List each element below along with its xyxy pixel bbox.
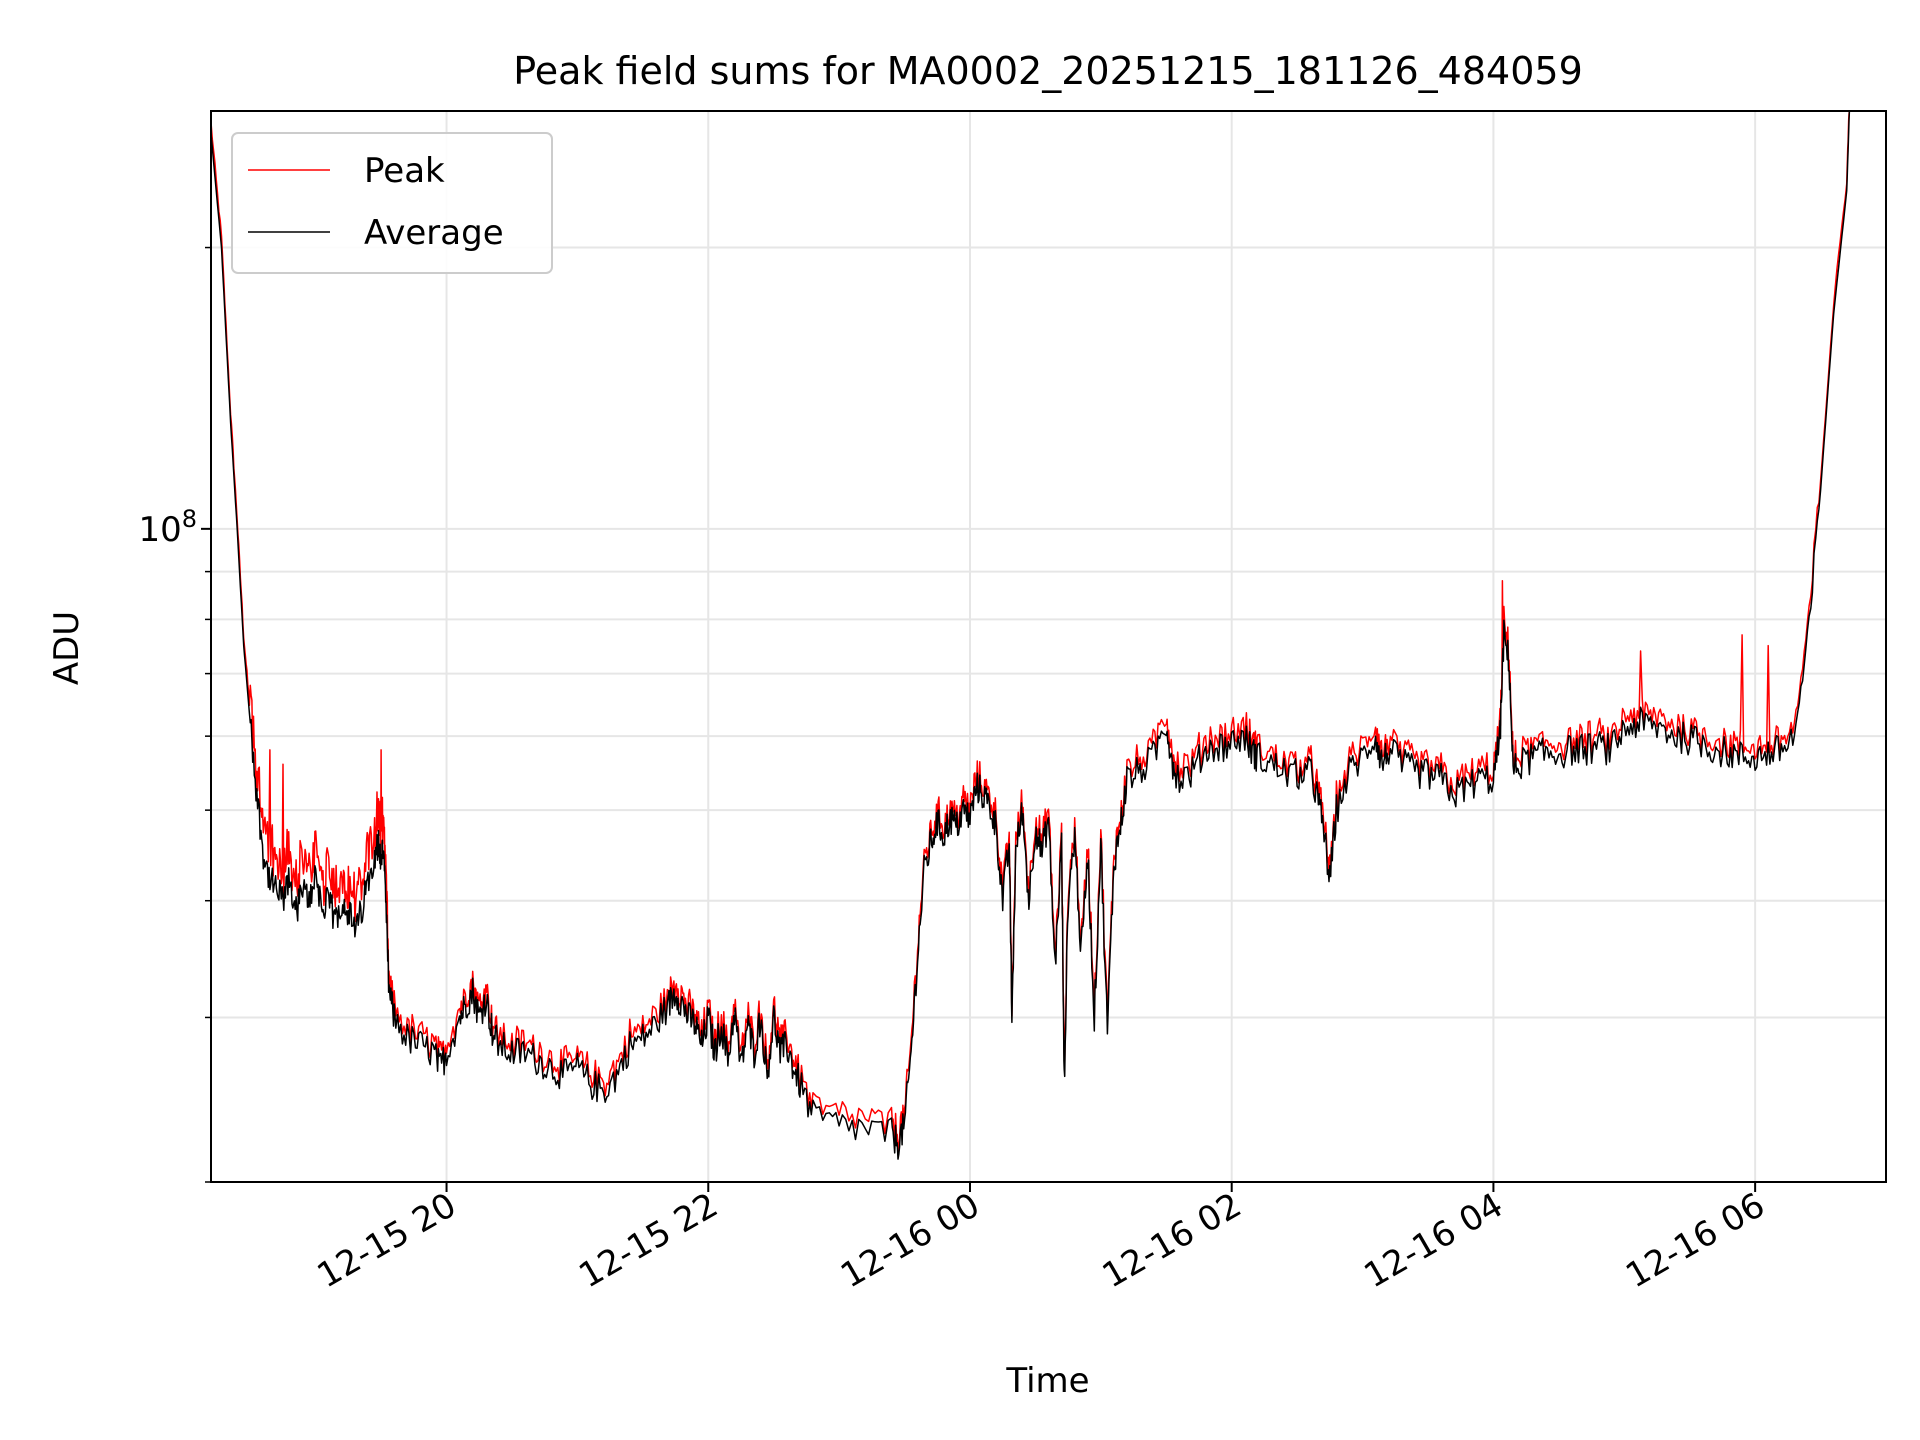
- legend-box: [231, 132, 553, 274]
- legend-label-peak: Peak: [364, 151, 445, 191]
- series-layer: [210, 110, 1851, 1160]
- series-line-average: [210, 110, 1851, 1160]
- grid-lines: [211, 111, 1886, 1183]
- legend: Peak Average: [231, 132, 553, 274]
- y-tick-label: 108: [138, 505, 197, 550]
- plot-frame: [210, 110, 1887, 1183]
- legend-label-average: Average: [364, 213, 504, 253]
- chart-title: Peak field sums for MA0002_20251215_1811…: [513, 49, 1583, 93]
- y-axis-label: ADU: [47, 611, 87, 685]
- y-axis: 108: [138, 246, 211, 1183]
- x-axis-label: Time: [1005, 1361, 1089, 1401]
